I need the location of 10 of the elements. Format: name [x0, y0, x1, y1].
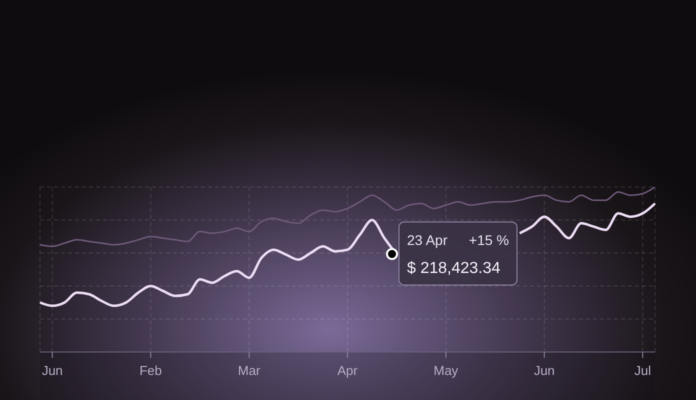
annotation: 23 Apr — [407, 232, 448, 248]
x-tick-label: Jun — [534, 363, 555, 378]
annotation: $ 218,423.34 — [407, 260, 501, 277]
x-tick-label: Apr — [337, 363, 358, 378]
x-tick-label: May — [434, 363, 459, 378]
x-tick-label: Jun — [42, 363, 63, 378]
annotation: +15 % — [468, 232, 509, 248]
x-tick-label: Jul — [634, 363, 652, 378]
x-tick-label: Feb — [139, 363, 162, 378]
x-tick-label: Mar — [238, 363, 261, 378]
